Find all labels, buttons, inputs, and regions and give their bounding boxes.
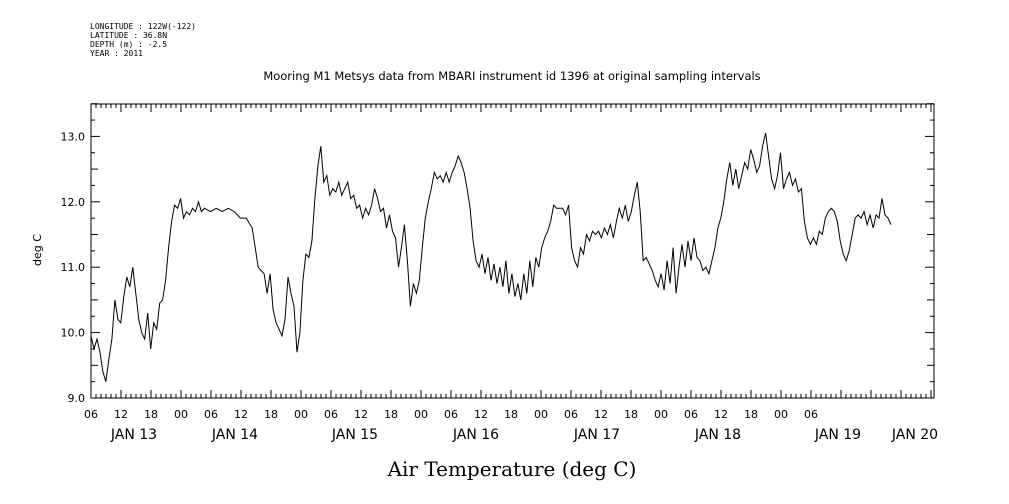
x-tick-label: 18 [384, 408, 398, 421]
x-day-label: JAN 13 [110, 427, 157, 443]
x-tick-label: 00 [174, 408, 188, 421]
x-tick-label: 06 [804, 408, 818, 421]
x-tick-label: 00 [654, 408, 668, 421]
y-tick-label: 11.0 [61, 261, 86, 274]
x-tick-label: 12 [354, 408, 368, 421]
y-tick-label: 12.0 [61, 196, 86, 209]
x-tick-label: 00 [294, 408, 308, 421]
y-tick-label: 13.0 [61, 130, 86, 143]
y-tick-labels: 9.0 10.0 11.0 12.0 13.0 [61, 130, 86, 405]
x-tick-label: 12 [714, 408, 728, 421]
x-day-label: JAN 20 [891, 427, 938, 443]
y-tick-label: 10.0 [61, 327, 86, 340]
x-day-label: JAN 14 [211, 427, 258, 443]
axis-ticks [90, 103, 934, 399]
x-tick-label: 18 [744, 408, 758, 421]
x-tick-labels: 06 12 18 00 06 12 18 00 06 12 18 00 06 12 18 00 06 12 18 00… [84, 408, 818, 421]
x-tick-label: 00 [534, 408, 548, 421]
x-tick-label: 00 [774, 408, 788, 421]
x-tick-label: 06 [324, 408, 338, 421]
x-tick-label: 00 [414, 408, 428, 421]
y-axis-label: deg C [31, 234, 44, 266]
y-tick-label: 9.0 [68, 392, 86, 405]
x-axis-label: Air Temperature (deg C) [387, 457, 637, 481]
x-day-label: JAN 19 [814, 427, 861, 443]
x-tick-label: 12 [114, 408, 128, 421]
x-tick-label: 12 [594, 408, 608, 421]
x-tick-label: 18 [624, 408, 638, 421]
x-tick-label: 18 [264, 408, 278, 421]
x-tick-label: 06 [204, 408, 218, 421]
x-tick-label: 06 [564, 408, 578, 421]
x-tick-label: 18 [144, 408, 158, 421]
latitude-label: LATITUDE : 36.8N [90, 31, 168, 40]
x-day-label: JAN 15 [331, 427, 378, 443]
x-day-label: JAN 18 [694, 427, 741, 443]
year-label: YEAR : 2011 [90, 49, 143, 58]
x-tick-label: 06 [444, 408, 458, 421]
x-day-label: JAN 17 [573, 427, 620, 443]
x-tick-label: 06 [84, 408, 98, 421]
x-day-label: JAN 16 [452, 427, 499, 443]
x-tick-label: 12 [474, 408, 488, 421]
x-tick-label: 06 [684, 408, 698, 421]
series-line [90, 132, 892, 382]
depth-label: DEPTH (m) : -2.5 [90, 40, 168, 49]
x-tick-label: 18 [504, 408, 518, 421]
x-tick-label: 12 [234, 408, 248, 421]
plot-frame [90, 103, 935, 399]
station-metadata: LONGITUDE : 122W(-122) LATITUDE : 36.8N … [90, 22, 196, 58]
x-day-labels: JAN 13 JAN 14 JAN 15 JAN 16 JAN 17 JAN 18 JAN … [110, 427, 938, 443]
longitude-label: LONGITUDE : 122W(-122) [90, 22, 196, 31]
chart-title: Mooring M1 Metsys data from MBARI instru… [263, 69, 760, 83]
